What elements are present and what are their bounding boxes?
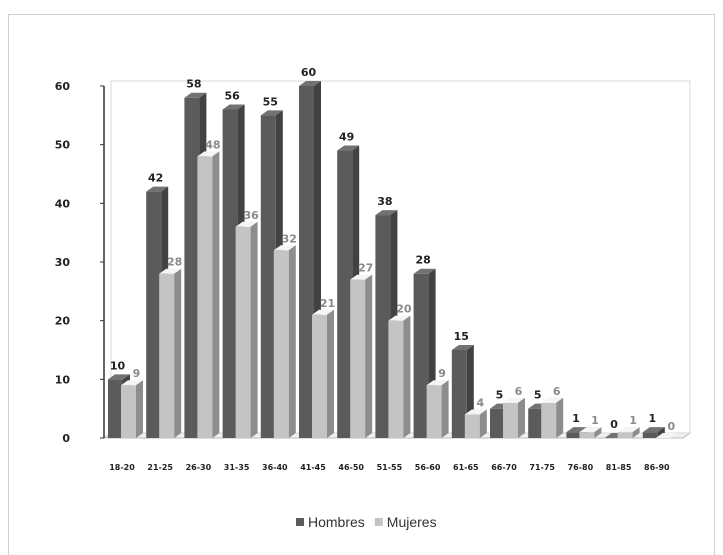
data-label-mujeres: 28 — [167, 256, 182, 269]
bar-mujeres — [579, 427, 602, 438]
legend-swatch — [374, 518, 383, 526]
y-axis: 0 10 20 30 40 50 60 — [55, 80, 105, 445]
bar-mujeres — [235, 221, 258, 438]
x-axis-labels: 18-20 21-25 26-30 31-35 36-40 41-45 46-50 51-55… — [109, 463, 670, 472]
data-label-mujeres: 9 — [438, 367, 446, 380]
legend-swatch — [296, 518, 304, 526]
bar-mujeres — [197, 151, 220, 438]
bar-mujeres — [121, 380, 143, 438]
bar-mujeres — [273, 245, 296, 438]
data-label-hombres: 42 — [148, 172, 163, 185]
x-tick-label: 51-55 — [377, 463, 403, 472]
data-label-hombres: 28 — [415, 254, 430, 267]
bars-group — [108, 81, 678, 439]
x-tick-label: 56-60 — [415, 463, 441, 472]
data-label-hombres: 0 — [610, 418, 618, 431]
data-label-mujeres: 6 — [515, 385, 523, 398]
data-label-mujeres: 0 — [667, 420, 675, 433]
data-label-hombres: 49 — [339, 131, 354, 144]
x-tick-label: 46-50 — [338, 463, 364, 472]
bar-mujeres — [159, 268, 182, 438]
data-label-mujeres: 21 — [320, 297, 335, 310]
legend: Hombres Mujeres — [296, 514, 437, 530]
data-label-mujeres: 36 — [243, 209, 259, 222]
data-label-hombres: 1 — [572, 412, 580, 425]
data-label-hombres: 15 — [454, 330, 469, 343]
y-tick-label: 40 — [55, 197, 71, 210]
x-tick-label: 36-40 — [262, 463, 288, 472]
legend-label: Hombres — [308, 514, 365, 530]
y-tick-label: 20 — [55, 315, 71, 328]
x-tick-label: 61-65 — [453, 463, 479, 472]
y-tick-label: 10 — [55, 373, 71, 386]
y-tick-label: 60 — [55, 80, 71, 93]
bar-mujeres — [655, 433, 678, 438]
data-label-mujeres: 9 — [133, 367, 141, 380]
x-tick-label: 21-25 — [147, 463, 173, 472]
bar-mujeres — [503, 397, 525, 438]
bar-mujeres — [350, 274, 373, 438]
bar-mujeres — [426, 380, 449, 438]
data-label-hombres: 58 — [186, 78, 201, 91]
data-label-mujeres: 32 — [282, 232, 297, 245]
data-label-mujeres: 20 — [396, 303, 412, 316]
data-label-mujeres: 1 — [629, 414, 637, 427]
data-label-mujeres: 6 — [553, 385, 561, 398]
x-tick-label: 81-85 — [606, 463, 632, 472]
x-tick-label: 86-90 — [644, 463, 670, 472]
x-tick-label: 76-80 — [568, 463, 594, 472]
y-tick-label: 50 — [55, 139, 71, 152]
bar-mujeres — [464, 409, 487, 438]
x-tick-label: 31-35 — [224, 463, 250, 472]
data-label-hombres: 55 — [263, 95, 278, 108]
data-label-hombres: 10 — [110, 359, 126, 372]
data-label-mujeres: 27 — [358, 262, 373, 275]
bar-mujeres — [388, 315, 411, 438]
x-tick-label: 66-70 — [491, 463, 517, 472]
bar-hombres — [642, 427, 665, 438]
data-label-hombres: 38 — [377, 195, 392, 208]
x-tick-label: 18-20 — [109, 463, 135, 472]
y-tick-label: 0 — [62, 432, 70, 445]
x-tick-label: 71-75 — [529, 463, 555, 472]
bar-mujeres — [541, 397, 564, 438]
bar-mujeres — [617, 427, 640, 438]
y-tick-label: 30 — [55, 256, 71, 269]
bar-mujeres — [312, 309, 334, 438]
data-label-mujeres: 4 — [476, 397, 484, 410]
data-label-mujeres: 1 — [591, 414, 599, 427]
data-label-hombres: 5 — [534, 389, 542, 402]
data-label-hombres: 60 — [301, 66, 317, 79]
data-label-hombres: 56 — [224, 89, 240, 102]
legend-label: Mujeres — [387, 514, 437, 530]
x-tick-label: 26-30 — [186, 463, 212, 472]
data-label-hombres: 5 — [496, 389, 504, 402]
x-tick-label: 41-45 — [300, 463, 326, 472]
data-label-mujeres: 48 — [205, 138, 220, 151]
data-label-hombres: 1 — [648, 412, 656, 425]
